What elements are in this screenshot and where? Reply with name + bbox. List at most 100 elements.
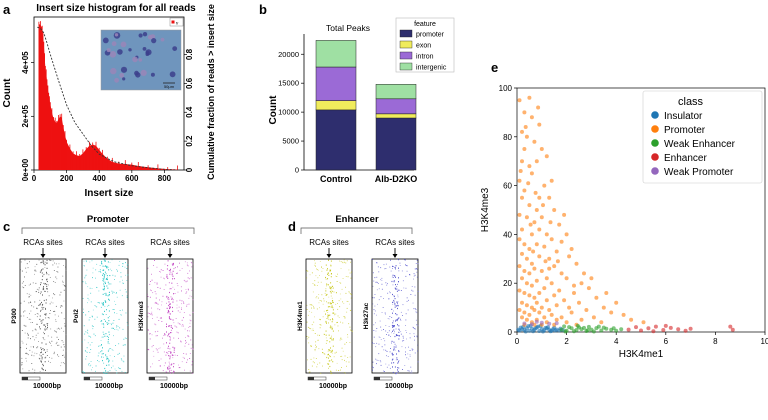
heatmap-dot [329, 286, 331, 288]
heatmap-signal [392, 265, 393, 267]
heatmap-dot [376, 328, 378, 329]
heatmap-dot [156, 266, 158, 268]
heatmap-dot [373, 324, 375, 326]
heatmap-signal [108, 283, 110, 285]
point-promoter [559, 239, 564, 244]
heatmap-dot [331, 352, 333, 354]
point-promoter [572, 283, 576, 288]
heatmap-signal [395, 288, 397, 290]
point-weak-enhancer [575, 323, 580, 328]
heatmap-dot [178, 367, 180, 369]
heatmap-dot [87, 329, 89, 331]
heatmap-dot [117, 329, 119, 331]
heatmap-dot [50, 310, 51, 311]
heatmap-dot [338, 370, 340, 371]
heatmap-dot [116, 326, 117, 328]
legend-marker-weak-enhancer [651, 139, 659, 147]
heatmap-dot [308, 369, 310, 370]
heatmap-dot [390, 270, 392, 272]
heatmap-signal [329, 270, 331, 272]
heatmap-dot [86, 351, 88, 353]
panel-label-b: b [259, 2, 267, 17]
heatmap-dot [413, 275, 415, 277]
heatmap-signal [45, 351, 46, 354]
heatmap-dot [411, 286, 413, 287]
heatmap-dot [27, 267, 29, 269]
point-promoter [549, 178, 554, 183]
point-promoter [544, 232, 549, 237]
heatmap-dot [346, 260, 348, 262]
heatmap-signal [45, 302, 47, 304]
heatmap-dot [106, 277, 108, 279]
heatmap-dot [170, 329, 172, 331]
panel-a-histogram [38, 21, 178, 171]
panel-a-x-axis: 0 200 400 600 800 [32, 170, 172, 183]
heatmap-signal [101, 350, 103, 352]
heatmap-dot [192, 311, 194, 313]
heatmap-dot [408, 370, 410, 372]
heatmap-dot [372, 366, 373, 368]
heatmap-dot [176, 307, 178, 309]
heatmap-signal [105, 333, 107, 335]
heatmap-dot [402, 335, 404, 337]
heatmap-signal [168, 301, 170, 303]
point-promoter [579, 281, 584, 286]
cell [145, 52, 150, 56]
heatmap-dot [395, 345, 397, 347]
heatmap-dot [405, 265, 407, 266]
heatmap-signal [42, 260, 44, 262]
heatmap-signal [173, 370, 175, 372]
heatmap-dot [50, 342, 51, 344]
cell [110, 67, 117, 75]
heatmap-dot [382, 307, 384, 308]
heatmap-dot [180, 341, 182, 343]
bar-exon [315, 100, 357, 111]
heatmap-dot [163, 365, 165, 367]
heatmap-dot [164, 362, 166, 364]
heatmap-dot [393, 310, 394, 312]
heatmap-dot [171, 332, 173, 334]
heatmap-dot [416, 324, 418, 326]
heatmap-dot [88, 311, 90, 313]
heatmap-dot [114, 279, 115, 280]
heatmap-dot [331, 306, 333, 308]
heatmap-dot [190, 320, 192, 322]
heatmap-dot [188, 303, 190, 305]
cell [138, 33, 143, 38]
panel-e-legend-title: class [678, 96, 704, 108]
heatmap-dot [43, 282, 45, 284]
legend-swatch-exon [399, 40, 413, 49]
point-promoter [562, 298, 567, 303]
heatmap-dot [348, 291, 350, 293]
rcas-arrowhead [167, 254, 173, 258]
heatmap-dot [30, 283, 31, 285]
heatmap-dot [83, 260, 85, 262]
heatmap-dot [179, 269, 181, 271]
heatmap-dot [28, 370, 30, 372]
legend-marker-insulator [651, 111, 659, 119]
heatmap-signal [101, 263, 103, 265]
heatmap-dot [416, 312, 418, 314]
heatmap-dot [119, 368, 121, 370]
heatmap-signal [325, 294, 327, 296]
heatmap-signal [101, 344, 102, 346]
heatmap-signal [103, 326, 105, 328]
heatmap-signal [168, 345, 169, 347]
point-weak-enhancer [586, 324, 591, 329]
heatmap-dot [30, 322, 32, 323]
heatmap-signal [325, 264, 327, 266]
point-insulator [533, 326, 538, 331]
heatmap-dot [402, 369, 403, 370]
heatmap-dot [85, 260, 87, 262]
heatmap-dot [171, 271, 173, 273]
heatmap-signal [104, 260, 106, 262]
heatmap-dot [90, 349, 92, 350]
heatmap-dot [321, 266, 322, 268]
heatmap-signal [107, 323, 109, 325]
heatmap-signal [39, 326, 40, 328]
heatmap-signal [397, 334, 399, 336]
heatmap-dot [330, 295, 332, 297]
heatmap-dot [20, 302, 22, 304]
legend-label-intron: intron [416, 54, 434, 61]
heatmap-signal [398, 259, 399, 261]
